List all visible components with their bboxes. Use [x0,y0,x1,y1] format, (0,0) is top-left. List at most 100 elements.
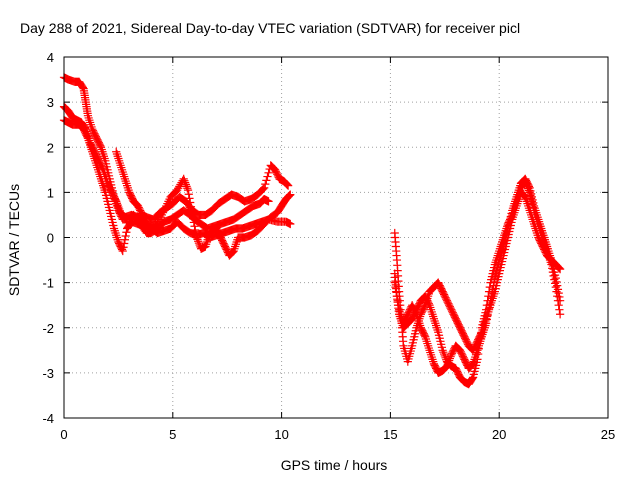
data-point [437,343,446,352]
data-point [104,182,114,191]
data-point [107,215,116,224]
x-tick-label: 10 [274,427,288,442]
y-tick-label: -2 [42,321,54,336]
data-point [93,135,102,144]
data-point [283,180,292,189]
data-point [261,180,270,189]
data-point [88,126,98,135]
data-point [189,218,198,227]
data-point [260,183,269,192]
data-point [400,316,410,325]
y-tick-label: -3 [42,366,54,381]
data-point [550,267,559,277]
data-point [503,224,513,233]
data-point [101,156,110,165]
data-point [264,197,273,206]
data-point [492,264,502,274]
data-point [189,214,198,223]
data-point [452,316,461,325]
data-point [528,195,537,204]
data-point [79,125,88,134]
data-point [439,290,449,299]
data-point [95,140,104,149]
data-point [392,292,402,301]
chart-title: Day 288 of 2021, Sidereal Day-to-day VTE… [20,20,520,36]
data-point [120,235,130,244]
data-point [103,197,112,206]
data-point [459,331,468,340]
data-point [537,240,547,250]
data-point [90,129,99,138]
data-point [457,349,466,358]
data-point [120,239,129,248]
data-point [482,315,491,324]
y-tick-label: -1 [42,276,54,291]
data-point [461,334,470,343]
data-point [218,237,227,247]
data-point [89,128,98,137]
data-point [272,168,281,177]
data-point [404,308,413,317]
data-point [555,264,564,273]
data-point [262,176,271,185]
data-point [553,285,563,294]
data-point [554,301,563,310]
data-point [537,239,546,248]
data-point [105,206,114,215]
y-tick-label: -4 [42,411,54,426]
data-point [456,325,465,334]
data-point [458,328,467,337]
data-point [94,138,103,147]
data-point [403,310,412,319]
data-point [78,83,87,92]
data-point [527,192,536,201]
data-point [434,278,443,287]
data-point [419,304,428,313]
data-point [436,283,445,292]
data-point [107,186,116,195]
data-point [526,186,535,195]
data-point [468,373,478,382]
data-point [451,314,460,323]
data-point [450,313,460,322]
data-point [527,189,536,198]
data-point [461,356,470,365]
data-point [490,274,499,283]
data-point [551,274,560,283]
data-point [482,319,491,328]
data-point [184,190,193,199]
y-tick-label: 1 [47,185,54,200]
data-point [191,225,200,235]
data-point [487,292,496,302]
data-point [401,314,410,323]
data-point [410,307,420,316]
data-point [409,304,418,313]
data-point [104,200,113,209]
y-tick-label: 4 [47,50,54,65]
series-track-b-high [390,174,565,377]
data-point [524,180,533,189]
data-point [264,168,273,177]
data-point [408,338,417,347]
data-point [483,311,492,320]
data-point [93,137,103,146]
data-point [430,361,439,370]
data-point [442,296,452,305]
data-point [462,337,471,346]
data-point [437,340,446,349]
data-point [183,186,193,195]
data-point [410,332,419,341]
data-point [418,328,428,337]
data-point [458,350,467,359]
data-point [102,194,111,203]
data-point [441,293,450,302]
data-point [96,141,105,150]
data-point [447,305,456,314]
data-point [409,335,418,344]
data-point [394,301,403,310]
data-point [505,218,514,227]
data-point [468,360,477,369]
x-tick-label: 0 [60,427,67,442]
data-point [125,189,135,198]
data-point [122,228,131,237]
